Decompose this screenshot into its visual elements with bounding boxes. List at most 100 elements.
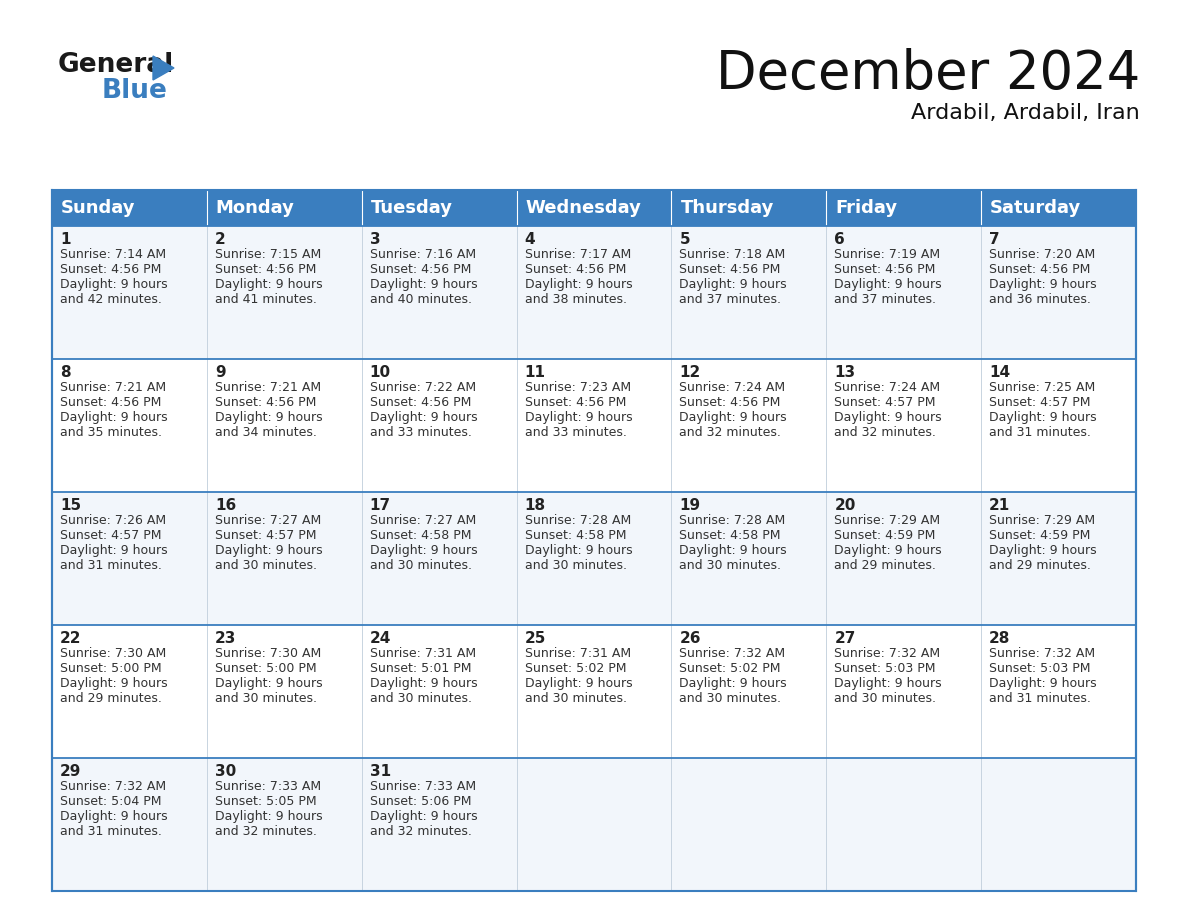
Text: and 32 minutes.: and 32 minutes. [680,426,782,439]
Text: and 30 minutes.: and 30 minutes. [834,692,936,705]
Text: Sunrise: 7:33 AM: Sunrise: 7:33 AM [369,780,476,793]
Text: and 30 minutes.: and 30 minutes. [525,559,626,572]
Text: 12: 12 [680,365,701,380]
Bar [52,190,1136,891]
Text: Sunset: 4:56 PM: Sunset: 4:56 PM [61,263,162,276]
Text: Sunset: 5:03 PM: Sunset: 5:03 PM [834,662,936,675]
Text: Daylight: 9 hours: Daylight: 9 hours [525,411,632,424]
Text: 15: 15 [61,498,81,513]
Text: Daylight: 9 hours: Daylight: 9 hours [990,278,1097,291]
Text: Sunset: 5:06 PM: Sunset: 5:06 PM [369,795,472,808]
Text: 9: 9 [215,365,226,380]
Text: Sunset: 4:56 PM: Sunset: 4:56 PM [215,263,316,276]
Text: Sunrise: 7:32 AM: Sunrise: 7:32 AM [61,780,166,793]
Bar [52,226,1136,359]
Text: Sunrise: 7:24 AM: Sunrise: 7:24 AM [834,381,941,394]
Text: Sunset: 4:56 PM: Sunset: 4:56 PM [215,396,316,409]
Text: and 31 minutes.: and 31 minutes. [990,692,1091,705]
Text: Sunrise: 7:16 AM: Sunrise: 7:16 AM [369,248,476,261]
Text: and 30 minutes.: and 30 minutes. [215,692,317,705]
Text: and 32 minutes.: and 32 minutes. [215,825,317,838]
Text: Daylight: 9 hours: Daylight: 9 hours [215,677,322,690]
Text: Sunset: 5:03 PM: Sunset: 5:03 PM [990,662,1091,675]
Text: 23: 23 [215,631,236,646]
Bar [207,190,361,226]
Text: and 42 minutes.: and 42 minutes. [61,293,162,306]
Text: Daylight: 9 hours: Daylight: 9 hours [369,278,478,291]
Text: Sunrise: 7:32 AM: Sunrise: 7:32 AM [680,647,785,660]
Text: Daylight: 9 hours: Daylight: 9 hours [525,677,632,690]
Text: 4: 4 [525,232,536,247]
Text: Daylight: 9 hours: Daylight: 9 hours [834,544,942,557]
Text: Sunrise: 7:32 AM: Sunrise: 7:32 AM [990,647,1095,660]
Text: 5: 5 [680,232,690,247]
Text: 28: 28 [990,631,1011,646]
Text: Sunrise: 7:27 AM: Sunrise: 7:27 AM [369,514,476,527]
Text: and 30 minutes.: and 30 minutes. [369,692,472,705]
Text: Sunset: 4:56 PM: Sunset: 4:56 PM [990,263,1091,276]
Text: Daylight: 9 hours: Daylight: 9 hours [680,544,788,557]
Text: and 37 minutes.: and 37 minutes. [834,293,936,306]
Text: 14: 14 [990,365,1010,380]
Text: 21: 21 [990,498,1010,513]
Text: Daylight: 9 hours: Daylight: 9 hours [61,278,168,291]
Bar [361,190,517,226]
Text: Sunset: 4:56 PM: Sunset: 4:56 PM [525,263,626,276]
Text: Sunset: 4:58 PM: Sunset: 4:58 PM [369,529,472,542]
Text: Ardabil, Ardabil, Iran: Ardabil, Ardabil, Iran [911,103,1140,123]
Text: Daylight: 9 hours: Daylight: 9 hours [834,677,942,690]
Text: Daylight: 9 hours: Daylight: 9 hours [990,544,1097,557]
Text: Monday: Monday [216,199,295,217]
Text: and 30 minutes.: and 30 minutes. [525,692,626,705]
Text: Daylight: 9 hours: Daylight: 9 hours [834,411,942,424]
Text: Sunset: 4:56 PM: Sunset: 4:56 PM [525,396,626,409]
Text: and 33 minutes.: and 33 minutes. [525,426,626,439]
Text: Sunset: 4:56 PM: Sunset: 4:56 PM [680,396,781,409]
Text: Daylight: 9 hours: Daylight: 9 hours [215,411,322,424]
Text: Sunset: 5:00 PM: Sunset: 5:00 PM [215,662,316,675]
Text: Sunset: 4:58 PM: Sunset: 4:58 PM [525,529,626,542]
Text: and 37 minutes.: and 37 minutes. [680,293,782,306]
Text: Daylight: 9 hours: Daylight: 9 hours [369,411,478,424]
Text: and 29 minutes.: and 29 minutes. [990,559,1091,572]
Text: Sunrise: 7:32 AM: Sunrise: 7:32 AM [834,647,941,660]
Text: 13: 13 [834,365,855,380]
Text: 3: 3 [369,232,380,247]
Text: Sunrise: 7:15 AM: Sunrise: 7:15 AM [215,248,321,261]
Text: Daylight: 9 hours: Daylight: 9 hours [61,544,168,557]
Text: and 30 minutes.: and 30 minutes. [680,692,782,705]
Text: and 32 minutes.: and 32 minutes. [834,426,936,439]
Text: Daylight: 9 hours: Daylight: 9 hours [680,278,788,291]
Text: Sunset: 4:59 PM: Sunset: 4:59 PM [834,529,936,542]
Text: and 38 minutes.: and 38 minutes. [525,293,626,306]
Text: Sunrise: 7:29 AM: Sunrise: 7:29 AM [834,514,941,527]
Text: 2: 2 [215,232,226,247]
Text: Sunset: 5:05 PM: Sunset: 5:05 PM [215,795,316,808]
Text: Sunrise: 7:21 AM: Sunrise: 7:21 AM [215,381,321,394]
Text: Thursday: Thursday [681,199,773,217]
Text: Daylight: 9 hours: Daylight: 9 hours [834,278,942,291]
Text: Sunset: 5:04 PM: Sunset: 5:04 PM [61,795,162,808]
Text: Daylight: 9 hours: Daylight: 9 hours [680,411,788,424]
Text: Sunrise: 7:20 AM: Sunrise: 7:20 AM [990,248,1095,261]
Text: 6: 6 [834,232,845,247]
Text: Sunrise: 7:29 AM: Sunrise: 7:29 AM [990,514,1095,527]
Bar [52,359,1136,492]
Text: and 36 minutes.: and 36 minutes. [990,293,1091,306]
Text: Sunset: 4:56 PM: Sunset: 4:56 PM [369,396,472,409]
Text: 30: 30 [215,764,236,779]
Text: 11: 11 [525,365,545,380]
Text: and 30 minutes.: and 30 minutes. [369,559,472,572]
Text: Sunrise: 7:31 AM: Sunrise: 7:31 AM [525,647,631,660]
Text: Sunset: 4:56 PM: Sunset: 4:56 PM [369,263,472,276]
Text: Sunday: Sunday [61,199,135,217]
Text: Sunset: 4:57 PM: Sunset: 4:57 PM [834,396,936,409]
Text: Sunrise: 7:26 AM: Sunrise: 7:26 AM [61,514,166,527]
Text: and 34 minutes.: and 34 minutes. [215,426,317,439]
Text: Blue: Blue [102,78,168,104]
Text: 17: 17 [369,498,391,513]
Text: Sunrise: 7:28 AM: Sunrise: 7:28 AM [680,514,785,527]
Text: Sunset: 4:56 PM: Sunset: 4:56 PM [61,396,162,409]
Text: Sunset: 4:59 PM: Sunset: 4:59 PM [990,529,1091,542]
Text: Daylight: 9 hours: Daylight: 9 hours [61,411,168,424]
